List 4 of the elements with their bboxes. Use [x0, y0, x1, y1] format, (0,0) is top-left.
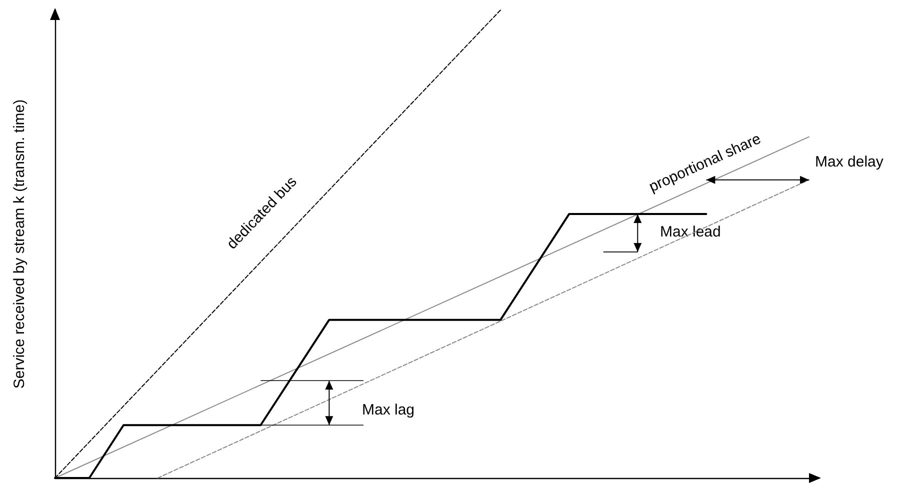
text: Max delay: [815, 154, 884, 170]
annotation: Max lag: [362, 402, 415, 418]
y-axis-title: Service received by stream k (transm. time): [11, 99, 28, 389]
annotation: Max lead: [660, 224, 721, 240]
